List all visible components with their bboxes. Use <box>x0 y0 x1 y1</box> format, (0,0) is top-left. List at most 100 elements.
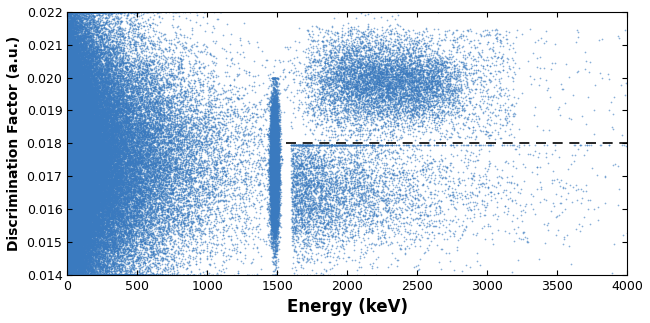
Point <box>133 214 143 220</box>
Point <box>124 134 134 139</box>
Point <box>73 217 83 223</box>
Point <box>70 148 80 153</box>
Point <box>70 235 81 241</box>
Point <box>81 64 91 69</box>
Point <box>250 233 260 238</box>
Point <box>66 223 76 228</box>
Point <box>65 263 75 268</box>
Point <box>73 183 83 188</box>
Point <box>274 145 284 151</box>
Point <box>75 162 86 167</box>
Point <box>112 175 123 180</box>
Point <box>102 211 112 216</box>
Point <box>66 33 77 38</box>
Point <box>73 193 84 198</box>
Point <box>161 173 171 178</box>
Point <box>79 98 90 103</box>
Point <box>118 75 129 80</box>
Point <box>361 44 371 49</box>
Point <box>161 84 171 89</box>
Point <box>68 233 78 238</box>
Point <box>103 74 114 79</box>
Point <box>320 96 331 101</box>
Point <box>90 9 100 15</box>
Point <box>71 57 81 62</box>
Point <box>62 112 73 117</box>
Point <box>83 215 93 221</box>
Point <box>73 110 84 115</box>
Point <box>173 155 183 160</box>
Point <box>112 9 123 15</box>
Point <box>132 209 142 214</box>
Point <box>423 100 434 105</box>
Point <box>153 110 163 115</box>
Point <box>76 86 86 91</box>
Point <box>272 145 282 150</box>
Point <box>269 170 280 175</box>
Point <box>67 247 77 252</box>
Point <box>77 24 87 29</box>
Point <box>63 212 73 217</box>
Point <box>315 147 325 152</box>
Point <box>267 137 278 142</box>
Point <box>87 122 98 127</box>
Point <box>75 184 85 190</box>
Point <box>73 155 84 160</box>
Point <box>64 133 74 138</box>
Point <box>141 105 151 110</box>
Point <box>126 192 136 197</box>
Point <box>139 193 150 198</box>
Point <box>72 178 82 183</box>
Point <box>83 149 93 154</box>
Point <box>427 78 437 83</box>
Point <box>186 118 196 123</box>
Point <box>272 160 283 165</box>
Point <box>121 147 131 152</box>
Point <box>268 174 279 179</box>
Point <box>99 258 110 263</box>
Point <box>332 161 343 166</box>
Point <box>389 77 399 82</box>
Point <box>63 193 73 199</box>
Point <box>75 205 85 210</box>
Point <box>81 120 91 126</box>
Point <box>81 145 91 150</box>
Point <box>118 153 129 158</box>
Point <box>78 272 88 277</box>
Point <box>77 130 87 135</box>
Point <box>127 203 138 209</box>
Point <box>135 122 145 127</box>
Point <box>80 89 90 95</box>
Point <box>109 105 120 110</box>
Point <box>67 216 77 221</box>
Point <box>196 197 207 202</box>
Point <box>171 158 181 163</box>
Point <box>84 165 94 170</box>
Point <box>98 157 109 162</box>
Point <box>66 272 77 277</box>
Point <box>114 163 124 169</box>
Point <box>492 34 502 39</box>
Point <box>70 131 81 136</box>
Point <box>92 116 102 121</box>
Point <box>81 167 91 172</box>
Point <box>112 16 123 22</box>
Point <box>79 124 90 130</box>
Point <box>64 223 75 228</box>
Point <box>98 220 109 225</box>
Point <box>65 249 75 255</box>
Point <box>270 171 280 176</box>
Point <box>269 163 280 169</box>
Point <box>270 122 281 128</box>
Point <box>76 178 86 183</box>
Point <box>63 233 73 238</box>
Point <box>274 186 285 192</box>
Point <box>64 224 74 229</box>
Point <box>353 64 363 69</box>
Point <box>98 252 108 257</box>
Point <box>96 172 106 177</box>
Point <box>72 152 83 157</box>
Point <box>80 200 90 205</box>
Point <box>114 37 125 42</box>
Point <box>212 249 222 254</box>
